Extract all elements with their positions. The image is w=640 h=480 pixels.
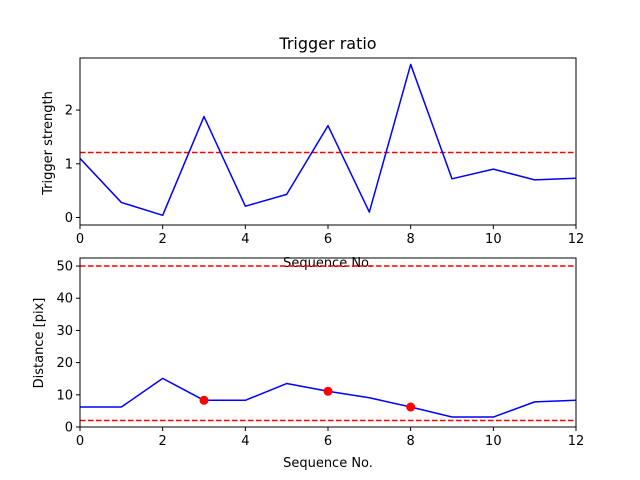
distance-panel: Distance [pix] Sequence No. 0 2 4 6 8 10 12 0 10… [32, 257, 585, 471]
x-tick-label: 12 [568, 434, 585, 449]
y-tick-label: 2 [65, 104, 73, 119]
y-axis-label: Trigger strength [41, 91, 56, 196]
y-axis-label: Distance [pix] [32, 298, 47, 389]
y-tick-label: 0 [65, 421, 73, 436]
y-tick-label: 40 [56, 292, 73, 307]
series-line [80, 63, 576, 217]
x-axis-label: Sequence No. [283, 456, 373, 471]
x-tick-label: 0 [76, 232, 84, 247]
data-point [199, 395, 209, 405]
chart-title: Trigger ratio [278, 34, 376, 53]
data-point [406, 402, 416, 412]
x-tick-label: 10 [485, 232, 502, 247]
y-tick-label: 10 [56, 388, 73, 403]
x-tick-label: 2 [159, 434, 167, 449]
x-tick-label: 6 [324, 434, 332, 449]
y-tick-label: 20 [56, 356, 73, 371]
y-tick-label: 1 [65, 157, 73, 172]
x-tick-label: 12 [568, 232, 585, 247]
x-tick-label: 2 [159, 232, 167, 247]
x-tick-label: 6 [324, 232, 332, 247]
x-tick-label: 4 [241, 232, 249, 247]
y-tick-label: 0 [65, 211, 73, 226]
y-tick-label: 30 [56, 324, 73, 339]
trigger-ratio-panel: Trigger ratio Trigger strength Sequence … [41, 34, 584, 271]
x-tick-label: 4 [241, 434, 249, 449]
x-tick-label: 0 [76, 434, 84, 449]
x-tick-label: 8 [407, 434, 415, 449]
data-point [323, 386, 333, 396]
x-tick-label: 10 [485, 434, 502, 449]
y-tick-label: 50 [56, 260, 73, 275]
x-axis-label: Sequence No. [283, 256, 373, 271]
x-tick-label: 8 [407, 232, 415, 247]
